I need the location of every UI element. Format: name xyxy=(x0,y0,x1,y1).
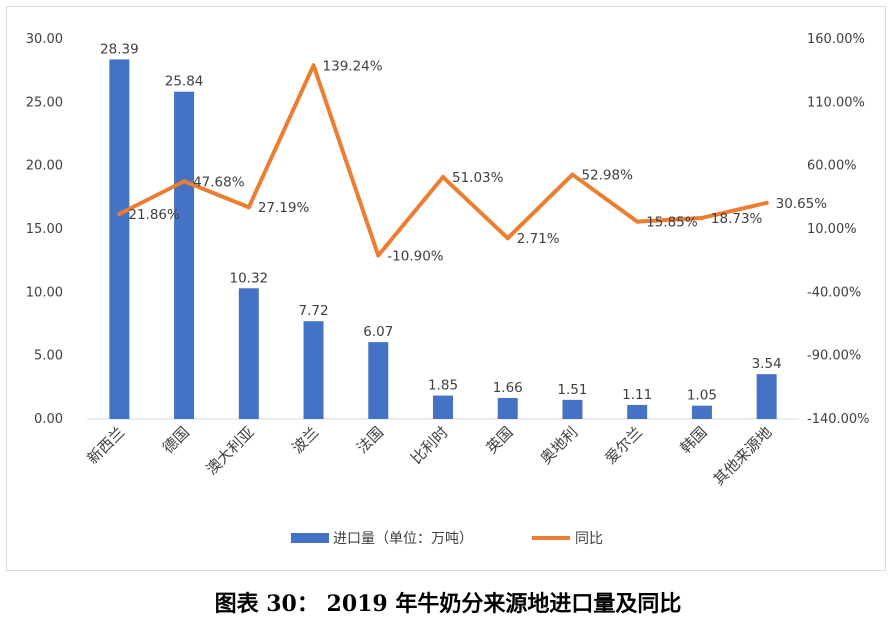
bar-data-labels: 28.39 25.84 10.32 7.72 6.07 1.85 1.66 1.51 1.11 1… xyxy=(100,41,782,403)
bar-data-label: 28.39 xyxy=(100,41,139,57)
line-point xyxy=(635,219,640,224)
bar-data-label: 1.11 xyxy=(622,387,652,403)
line-point xyxy=(376,253,381,258)
line-data-label: -10.90% xyxy=(387,248,444,264)
bar-data-label: 3.54 xyxy=(752,356,782,372)
legend-label-bar: 进口量（单位：万吨） xyxy=(333,531,473,547)
line-data-label: 51.03% xyxy=(452,170,504,186)
category-label: 法国 xyxy=(353,423,387,457)
bar-series xyxy=(109,59,777,420)
bar-data-label: 1.85 xyxy=(428,378,458,394)
right-y-tick-label: 60.00% xyxy=(807,159,857,174)
bar-data-label: 1.66 xyxy=(493,380,523,396)
left-y-axis: 0.00 5.00 10.00 15.00 20.00 25.00 30.00 xyxy=(26,32,63,427)
category-label: 新西兰 xyxy=(84,423,129,468)
bar-data-label: 7.72 xyxy=(299,303,329,319)
bar xyxy=(174,91,195,420)
category-label: 奥地利 xyxy=(537,423,582,468)
bar-data-label: 6.07 xyxy=(363,324,393,340)
category-label: 爱尔兰 xyxy=(601,423,646,468)
line-point xyxy=(246,205,251,210)
legend-swatch-bar xyxy=(291,533,329,543)
bar xyxy=(627,404,648,419)
line-point xyxy=(505,236,510,241)
bar-data-label: 25.84 xyxy=(165,74,204,90)
combo-chart: 0.00 5.00 10.00 15.00 20.00 25.00 30.00 -140.0… xyxy=(26,32,870,547)
category-label: 比利时 xyxy=(407,423,452,468)
bar xyxy=(497,397,518,419)
legend-label-line: 同比 xyxy=(575,531,603,547)
category-label: 德国 xyxy=(159,423,193,457)
category-label: 其他来源地 xyxy=(710,423,776,489)
right-y-tick-label: -90.00% xyxy=(807,349,861,364)
line-point xyxy=(441,175,445,180)
line-data-label: 15.85% xyxy=(646,215,698,231)
category-label: 澳大利亚 xyxy=(202,423,257,478)
right-y-tick-label: 110.00% xyxy=(807,95,865,110)
bar xyxy=(303,321,324,419)
line-data-label: 47.68% xyxy=(193,174,245,190)
category-label: 波兰 xyxy=(288,423,322,457)
bar xyxy=(691,405,712,419)
bar-data-label: 10.32 xyxy=(229,270,268,286)
line-series xyxy=(117,63,769,258)
line-data-label: 139.24% xyxy=(323,58,383,74)
line-point xyxy=(311,63,316,68)
bar xyxy=(433,395,453,419)
figure-caption: 图表 30： 2019 年牛奶分来源地进口量及同比 xyxy=(214,591,682,617)
right-y-tick-label: 160.00% xyxy=(807,32,865,47)
category-label: 韩国 xyxy=(677,423,711,457)
left-y-tick-label: 10.00 xyxy=(26,285,63,300)
line-data-label: 30.65% xyxy=(776,196,828,212)
bar xyxy=(756,374,777,419)
legend: 进口量（单位：万吨） 同比 xyxy=(291,531,603,547)
line-data-label: 27.19% xyxy=(258,200,310,216)
left-y-tick-label: 5.00 xyxy=(34,349,63,364)
line-point xyxy=(182,179,187,184)
line-point xyxy=(699,215,704,220)
right-y-tick-label: 10.00% xyxy=(807,222,857,237)
line-data-label: 2.71% xyxy=(517,231,560,247)
line-data-label: 18.73% xyxy=(711,211,763,227)
right-y-tick-label: -140.00% xyxy=(807,412,870,427)
line-data-labels: 21.86% 47.68% 27.19% 139.24% -10.90% 51.03% 2.… xyxy=(128,58,827,264)
left-y-tick-label: 15.00 xyxy=(26,222,63,237)
line-point xyxy=(117,211,122,216)
bar xyxy=(368,342,389,419)
line-point xyxy=(570,172,575,177)
left-y-tick-label: 0.00 xyxy=(34,412,63,427)
bar xyxy=(562,399,583,419)
bar xyxy=(109,59,130,419)
right-y-axis: -140.00% -90.00% -40.00% 10.00% 60.00% 110.00… xyxy=(807,32,870,427)
bar-data-label: 1.05 xyxy=(687,388,717,404)
left-y-tick-label: 20.00 xyxy=(26,159,63,174)
line-data-label: 52.98% xyxy=(581,168,633,184)
category-label: 英国 xyxy=(483,423,517,457)
bar-data-label: 1.51 xyxy=(557,382,587,398)
right-y-tick-label: -40.00% xyxy=(807,285,861,300)
chart-frame: 0.00 5.00 10.00 15.00 20.00 25.00 30.00 -140.0… xyxy=(6,6,886,571)
line-point xyxy=(764,200,769,205)
left-y-tick-label: 25.00 xyxy=(26,95,63,110)
line-data-label: 21.86% xyxy=(128,207,180,223)
left-y-tick-label: 30.00 xyxy=(26,32,63,47)
bar xyxy=(238,288,259,419)
